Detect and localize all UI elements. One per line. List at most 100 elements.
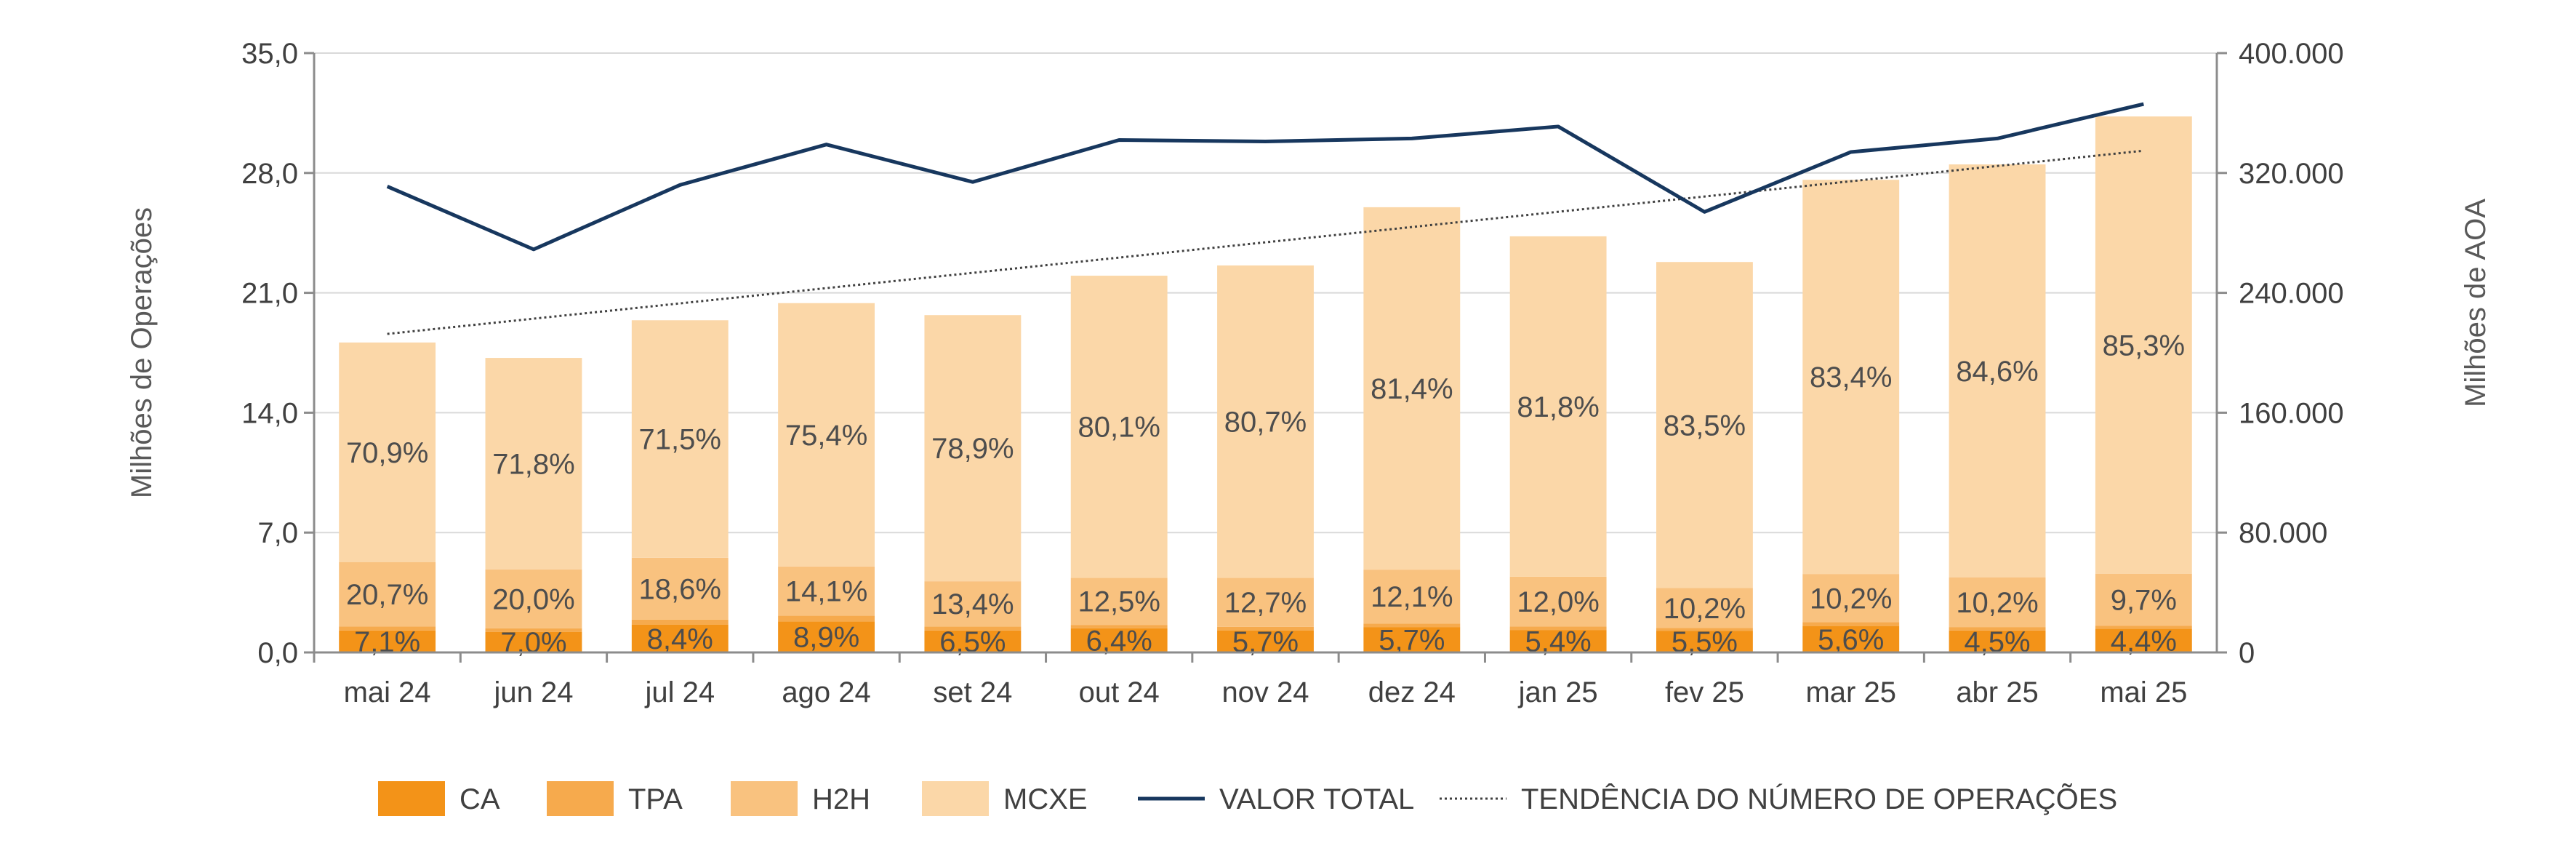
bar-ca [631, 624, 729, 652]
bar-tpa [485, 628, 582, 632]
bar-h2h [1363, 570, 1461, 624]
data-label: 78,9% [931, 433, 1014, 465]
bar-ca [778, 621, 875, 652]
trend-line [387, 149, 2144, 335]
data-label: 80,7% [1224, 407, 1307, 439]
data-label: 10,2% [1956, 587, 2038, 619]
right-tick-label: 160.000 [2239, 397, 2344, 429]
left-tick-label: 35,0 [241, 38, 298, 70]
left-tick-label: 28,0 [241, 158, 298, 190]
data-label: 80,1% [1078, 412, 1160, 444]
data-label: 20,7% [346, 579, 428, 611]
left-tick-label: 7,0 [257, 517, 298, 549]
data-label: 12,7% [1224, 587, 1307, 619]
x-tick-label: jan 25 [1518, 676, 1598, 708]
x-tick-label: abr 25 [1956, 676, 2038, 708]
data-label: 5,7% [1379, 625, 1445, 657]
data-label: 71,5% [639, 424, 721, 456]
legend-label: VALOR TOTAL [1219, 783, 1414, 815]
bar-mcxe [1949, 164, 2046, 578]
bar-tpa [778, 615, 875, 622]
bar-ca [485, 631, 582, 652]
bar-ca [1363, 627, 1461, 652]
legend-label: CA [460, 783, 500, 815]
bars [339, 116, 2192, 652]
data-label: 12,5% [1078, 586, 1160, 618]
x-tick-label: fev 25 [1665, 676, 1744, 708]
bar-tpa [1070, 625, 1168, 628]
legend-swatch-tpa [547, 781, 614, 816]
bar-mcxe [1656, 262, 1753, 588]
data-label: 18,6% [639, 573, 721, 605]
data-label: 10,2% [1810, 583, 1892, 615]
bar-mcxe [339, 342, 436, 562]
bar-tpa [1656, 628, 1753, 631]
bar-ca [924, 630, 1022, 652]
bar-ca [339, 630, 436, 652]
bar-h2h [924, 581, 1022, 627]
legend-label: TENDÊNCIA DO NÚMERO DE OPERAÇÕES [1521, 783, 2117, 815]
right-tick-label: 400.000 [2239, 38, 2344, 70]
legend: CA TPA H2H MCXE VALOR TOTAL TENDÊNCIA DO NÚME… [378, 781, 2117, 816]
right-tick-label: 0 [2239, 637, 2255, 669]
bar-mcxe [485, 358, 582, 570]
bar-h2h [631, 557, 729, 620]
data-label: 84,6% [1956, 356, 2038, 388]
legend-swatch-ca [378, 781, 445, 816]
bar-mcxe [1217, 265, 1314, 578]
data-label: 12,1% [1371, 581, 1453, 613]
x-tick-label: out 24 [1079, 676, 1160, 708]
right-tick-label: 80.000 [2239, 517, 2327, 549]
data-label: 9,7% [2111, 584, 2177, 616]
data-label: 83,5% [1664, 409, 1746, 442]
bar-tpa [1802, 622, 1900, 626]
left-tick-label: 21,0 [241, 278, 298, 310]
data-label: 5,5% [1672, 626, 1738, 658]
bar-mcxe [1363, 207, 1461, 570]
bar-h2h [1509, 576, 1607, 627]
bar-h2h [485, 569, 582, 628]
left-axis-title: Milhões de Operações [126, 207, 158, 498]
bar-tpa [2095, 626, 2192, 629]
legend-label: H2H [812, 783, 870, 815]
data-label: 20,0% [492, 583, 574, 615]
bar-tpa [924, 626, 1022, 631]
legend-label: TPA [628, 783, 683, 815]
bar-h2h [1802, 574, 1900, 623]
bar-ca [1949, 630, 2046, 652]
axes: 0,0 7,0 14,0 21,0 28,0 35,0 0 80.000 160.000 240.… [126, 38, 2492, 708]
data-label: 7,0% [500, 627, 566, 659]
lines [386, 102, 2144, 335]
bar-ca [1656, 631, 1753, 652]
data-label: 8,4% [647, 623, 713, 655]
x-tick-label: nov 24 [1221, 676, 1309, 708]
data-label: 10,2% [1664, 593, 1746, 625]
x-tick-label: jun 24 [493, 676, 573, 708]
bar-h2h [339, 562, 436, 627]
bar-tpa [1363, 623, 1461, 628]
bar-mcxe [2095, 116, 2192, 574]
data-label: 8,9% [793, 622, 859, 654]
x-tick-label: mai 25 [2100, 676, 2187, 708]
legend-label: MCXE [1003, 783, 1088, 815]
data-label: 81,4% [1371, 373, 1453, 405]
bar-ca [1509, 630, 1607, 652]
bar-ca [1802, 626, 1900, 652]
bar-h2h [1070, 578, 1168, 626]
x-tick-label: ago 24 [782, 676, 870, 708]
bar-h2h [2095, 573, 2192, 626]
bar-tpa [339, 626, 436, 631]
bar-tpa [1217, 626, 1314, 631]
bar-tpa [1509, 626, 1607, 631]
bar-tpa [1949, 627, 2046, 631]
bar-mcxe [631, 320, 729, 558]
data-label: 5,6% [1818, 624, 1884, 656]
data-label: 81,8% [1517, 391, 1599, 423]
x-tick-label: dez 24 [1368, 676, 1456, 708]
valor-total-line [386, 102, 2144, 252]
bar-mcxe [778, 303, 875, 567]
right-tick-label: 320.000 [2239, 158, 2344, 190]
data-label: 83,4% [1810, 361, 1892, 393]
data-label: 85,3% [2103, 329, 2185, 361]
